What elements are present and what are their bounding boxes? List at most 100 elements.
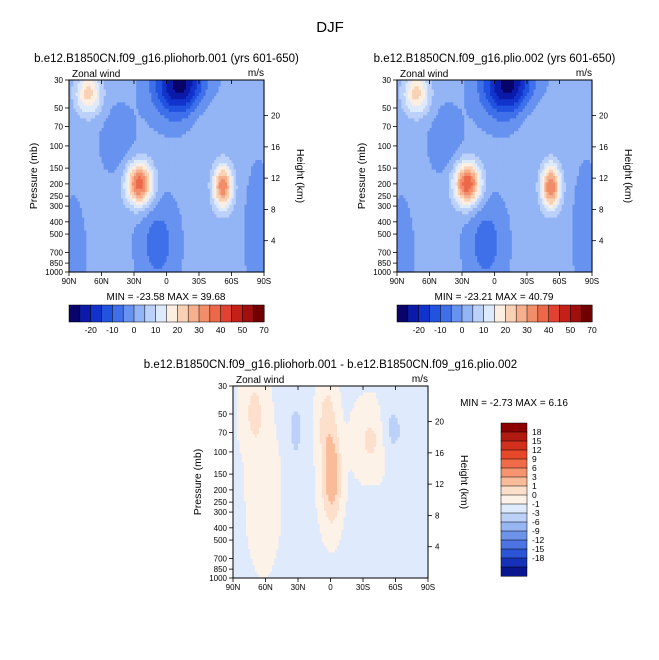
heatmap-cell	[69, 140, 72, 145]
heatmap-cell	[225, 92, 228, 97]
heatmap-cell	[127, 179, 131, 183]
heatmap-cell	[199, 115, 202, 119]
heatmap-cell	[170, 105, 174, 110]
heatmap-cell	[92, 134, 96, 139]
heatmap-cell	[173, 166, 176, 171]
heatmap-cell	[140, 99, 144, 103]
heatmap-cell	[207, 134, 211, 139]
heatmap-cell	[134, 176, 137, 180]
heatmap-cell	[82, 134, 85, 139]
heatmap-cell	[127, 166, 131, 171]
heatmap-cell	[71, 160, 74, 164]
heatmap-cell	[235, 121, 239, 126]
heatmap-cell	[231, 121, 235, 126]
heatmap-cell	[218, 140, 222, 145]
heatmap-cell	[181, 169, 185, 174]
heatmap-cell	[86, 121, 90, 126]
heatmap-cell	[118, 108, 122, 113]
heatmap-cell	[175, 156, 178, 161]
heatmap-cell	[127, 176, 131, 180]
heatmap-cell	[112, 156, 116, 161]
heatmap-cell	[196, 99, 200, 103]
heatmap-cell	[118, 80, 122, 84]
heatmap-cell	[194, 108, 198, 113]
heatmap-cell	[140, 134, 144, 139]
heatmap-cell	[168, 121, 172, 126]
heatmap-cell	[164, 134, 168, 139]
heatmap-cell	[69, 179, 72, 183]
heatmap-cell	[157, 144, 161, 148]
heatmap-cell	[116, 137, 120, 142]
heatmap-cell	[177, 160, 181, 164]
heatmap-cell	[149, 150, 152, 155]
heatmap-cell	[229, 80, 233, 84]
heatmap-cell	[86, 112, 90, 116]
heatmap-cell	[192, 172, 196, 177]
heatmap-cell	[257, 118, 261, 123]
heatmap-cell	[79, 83, 83, 87]
heatmap-cell	[88, 118, 92, 123]
heatmap-cell	[233, 89, 237, 94]
heatmap-cell	[116, 176, 120, 180]
heatmap-cell	[199, 105, 202, 110]
heatmap-cell	[214, 150, 217, 155]
heatmap-cell	[129, 137, 133, 142]
heatmap-cell	[99, 137, 103, 142]
heatmap-cell	[207, 92, 211, 97]
heatmap-cell	[73, 115, 77, 119]
heatmap-cell	[205, 156, 209, 161]
heatmap-cell	[201, 86, 204, 91]
heatmap-cell	[164, 147, 168, 151]
heatmap-cell	[179, 147, 183, 151]
heatmap-cell	[207, 124, 211, 129]
heatmap-cell	[73, 121, 77, 126]
heatmap-cell	[95, 176, 98, 180]
heatmap-cell	[220, 131, 224, 135]
heatmap-cell	[248, 118, 252, 123]
heatmap-cell	[157, 115, 161, 119]
heatmap-cell	[244, 92, 248, 97]
heatmap-cell	[138, 144, 142, 148]
heatmap-cell	[205, 134, 209, 139]
heatmap-cell	[136, 121, 139, 126]
heatmap-cell	[144, 131, 148, 135]
heatmap-cell	[71, 80, 74, 84]
heatmap-cell	[225, 131, 228, 135]
heatmap-cell	[157, 153, 161, 158]
heatmap-cell	[136, 92, 139, 97]
heatmap-cell	[248, 102, 252, 107]
heatmap-cell	[112, 124, 116, 129]
heatmap-cell	[162, 131, 165, 135]
heatmap-cell	[238, 163, 241, 167]
heatmap-cell	[125, 105, 129, 110]
heatmap-cell	[203, 121, 207, 126]
heatmap-cell	[108, 169, 111, 174]
heatmap-cell	[73, 137, 77, 142]
heatmap-cell	[199, 147, 202, 151]
heatmap-cell	[77, 144, 81, 148]
heatmap-cell	[238, 102, 241, 107]
heatmap-cell	[196, 147, 200, 151]
heatmap-cell	[177, 131, 181, 135]
heatmap-cell	[218, 105, 222, 110]
heatmap-cell	[229, 128, 233, 132]
heatmap-cell	[75, 137, 79, 142]
heatmap-cell	[108, 176, 111, 180]
heatmap-cell	[144, 179, 148, 183]
heatmap-cell	[73, 156, 77, 161]
heatmap-cell	[75, 166, 79, 171]
heatmap-cell	[110, 108, 113, 113]
heatmap-cell	[196, 131, 200, 135]
heatmap-cell	[138, 147, 142, 151]
heatmap-cell	[97, 169, 100, 174]
heatmap-cell	[242, 128, 246, 132]
heatmap-cell	[209, 112, 213, 116]
heatmap-cell	[118, 128, 122, 132]
heatmap-cell	[183, 124, 187, 129]
heatmap-cell	[229, 105, 233, 110]
heatmap-cell	[121, 150, 124, 155]
heatmap-cell	[149, 166, 152, 171]
heatmap-cell	[129, 134, 133, 139]
heatmap-cell	[177, 144, 181, 148]
heatmap-cell	[138, 112, 142, 116]
